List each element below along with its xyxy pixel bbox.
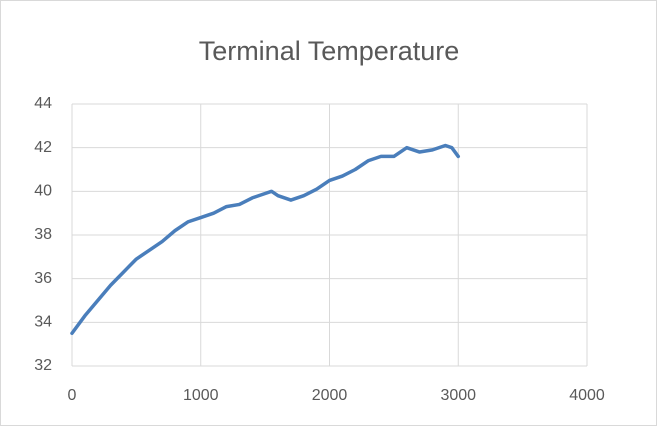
y-tick-label: 34	[34, 314, 52, 331]
y-tick-label: 38	[34, 226, 52, 243]
y-tick-label: 32	[34, 357, 52, 374]
x-tick-label: 0	[68, 387, 77, 404]
y-tick-label: 44	[34, 95, 52, 112]
y-tick-label: 36	[34, 270, 52, 287]
x-tick-label: 4000	[569, 387, 605, 404]
y-tick-label: 42	[34, 139, 52, 156]
line-series	[70, 143, 460, 335]
y-tick-label: 40	[34, 183, 52, 200]
chart-title: Terminal Temperature	[199, 36, 460, 66]
x-tick-label: 2000	[312, 387, 348, 404]
x-tick-label: 1000	[183, 387, 219, 404]
x-tick-label: 3000	[440, 387, 476, 404]
